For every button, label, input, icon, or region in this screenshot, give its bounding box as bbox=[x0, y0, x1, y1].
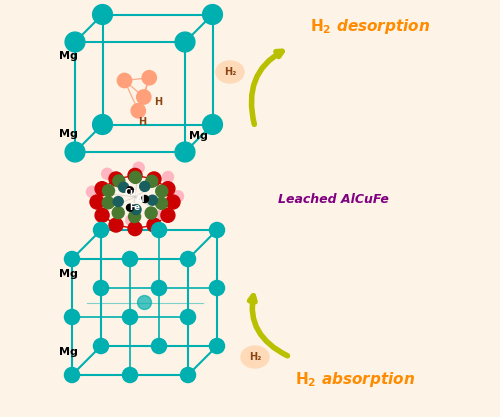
Ellipse shape bbox=[216, 61, 244, 83]
Circle shape bbox=[142, 70, 156, 85]
Circle shape bbox=[64, 309, 80, 324]
Circle shape bbox=[152, 339, 166, 354]
Circle shape bbox=[94, 281, 108, 296]
Circle shape bbox=[145, 207, 157, 219]
Text: (b): (b) bbox=[424, 110, 436, 119]
Circle shape bbox=[158, 208, 168, 220]
Text: Temperature - 250°C: Temperature - 250°C bbox=[326, 309, 406, 318]
Circle shape bbox=[172, 191, 184, 202]
Circle shape bbox=[95, 182, 109, 196]
Circle shape bbox=[210, 339, 224, 354]
Text: Mg: Mg bbox=[58, 129, 78, 139]
Text: Cu: Cu bbox=[125, 188, 137, 196]
(c) bbox=[480, 189, 486, 194]
Text: (a)—▶— As received MgH₂: (a)—▶— As received MgH₂ bbox=[277, 153, 370, 160]
(a) bbox=[270, 44, 276, 49]
Circle shape bbox=[102, 185, 115, 197]
Text: (c): (c) bbox=[360, 110, 370, 119]
Text: Pressure - 20 atm H₂: Pressure - 20 atm H₂ bbox=[326, 327, 405, 335]
Circle shape bbox=[64, 367, 80, 382]
(a) bbox=[484, 176, 490, 181]
Circle shape bbox=[180, 309, 196, 324]
(a) bbox=[446, 44, 452, 49]
(c) bbox=[484, 189, 490, 194]
Text: (b)—■— Ball-milled MgH₂: (b)—■— Ball-milled MgH₂ bbox=[277, 165, 367, 172]
Circle shape bbox=[156, 197, 168, 209]
Circle shape bbox=[152, 222, 166, 238]
Circle shape bbox=[128, 168, 142, 182]
(a) bbox=[386, 44, 392, 49]
Circle shape bbox=[109, 172, 123, 186]
Circle shape bbox=[122, 309, 138, 324]
X-axis label: Time (min) →: Time (min) → bbox=[355, 414, 405, 417]
Circle shape bbox=[142, 196, 148, 203]
Y-axis label: Hydrogen absorbed (wt.%): Hydrogen absorbed (wt.%) bbox=[249, 266, 258, 368]
(b) bbox=[398, 46, 404, 51]
(c) bbox=[270, 44, 276, 49]
(c) bbox=[398, 188, 404, 193]
Text: Mg: Mg bbox=[188, 131, 208, 141]
(b) bbox=[386, 44, 392, 49]
(b) bbox=[372, 44, 378, 49]
(b) bbox=[480, 183, 486, 188]
Text: (a): (a) bbox=[472, 103, 484, 112]
Circle shape bbox=[118, 182, 128, 192]
Text: Mg: Mg bbox=[58, 269, 78, 279]
Circle shape bbox=[128, 221, 142, 236]
Circle shape bbox=[210, 281, 224, 296]
Text: 215°C: 215°C bbox=[309, 43, 335, 51]
Circle shape bbox=[92, 5, 112, 25]
(a) bbox=[373, 44, 379, 49]
Circle shape bbox=[152, 281, 166, 296]
Circle shape bbox=[122, 367, 138, 382]
Circle shape bbox=[147, 172, 161, 186]
Circle shape bbox=[210, 222, 224, 238]
Y-axis label: Hydrogen desorbed (wt.%): Hydrogen desorbed (wt.%) bbox=[241, 65, 250, 168]
Circle shape bbox=[162, 171, 173, 183]
(a) bbox=[398, 44, 404, 49]
Circle shape bbox=[146, 175, 158, 187]
Text: $\mathbf{H_2}$ absorption: $\mathbf{H_2}$ absorption bbox=[295, 370, 416, 389]
(a) bbox=[480, 159, 486, 164]
Text: H: H bbox=[154, 97, 162, 107]
Circle shape bbox=[136, 90, 151, 104]
Circle shape bbox=[86, 186, 98, 197]
Circle shape bbox=[95, 208, 109, 222]
Circle shape bbox=[113, 196, 123, 206]
(b) bbox=[270, 44, 276, 49]
Circle shape bbox=[180, 251, 196, 266]
Circle shape bbox=[166, 195, 180, 209]
Circle shape bbox=[94, 339, 108, 354]
Circle shape bbox=[102, 168, 112, 179]
Line: (c): (c) bbox=[272, 46, 488, 191]
(b) bbox=[446, 172, 452, 177]
Circle shape bbox=[126, 215, 137, 226]
Circle shape bbox=[138, 296, 151, 309]
Line: (b): (b) bbox=[272, 46, 488, 185]
Circle shape bbox=[122, 251, 138, 266]
(b) bbox=[373, 44, 379, 49]
(c) bbox=[446, 189, 452, 194]
Text: $\mathbf{H_2}$ desorption: $\mathbf{H_2}$ desorption bbox=[310, 17, 430, 36]
Circle shape bbox=[113, 175, 125, 187]
Text: H₂: H₂ bbox=[249, 352, 261, 362]
Circle shape bbox=[131, 103, 146, 118]
Circle shape bbox=[130, 171, 141, 183]
Text: TPD @2°C/min: TPD @2°C/min bbox=[277, 142, 333, 151]
Circle shape bbox=[180, 367, 196, 382]
Text: H: H bbox=[138, 117, 146, 127]
(a) bbox=[372, 44, 378, 49]
Circle shape bbox=[133, 162, 144, 173]
Circle shape bbox=[147, 218, 161, 232]
Circle shape bbox=[112, 207, 124, 219]
(b) bbox=[484, 183, 490, 188]
Circle shape bbox=[126, 187, 134, 194]
Circle shape bbox=[128, 211, 140, 223]
Circle shape bbox=[65, 32, 85, 52]
Circle shape bbox=[65, 142, 85, 162]
(c) bbox=[372, 179, 378, 184]
Circle shape bbox=[202, 115, 222, 134]
Circle shape bbox=[156, 185, 168, 197]
Circle shape bbox=[202, 5, 222, 25]
